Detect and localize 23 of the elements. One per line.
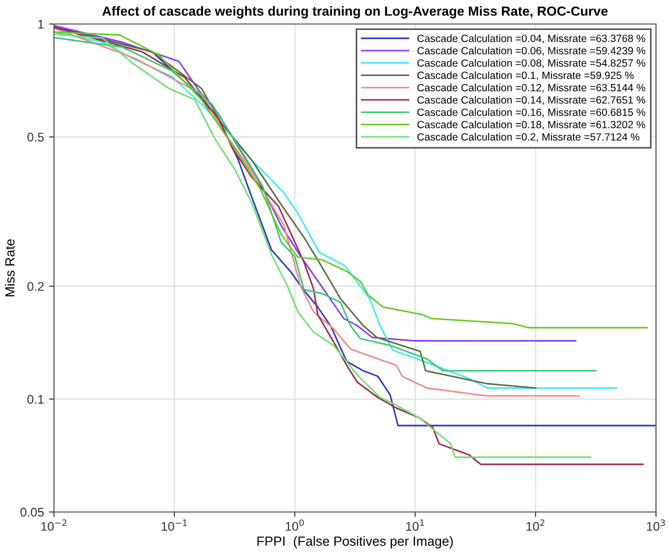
legend-label: Cascade Calculation =0.1, Missrate =59.925 % bbox=[417, 71, 634, 80]
x-tick-label: 10$^{−1}$ bbox=[162, 520, 187, 531]
x-tick-label: 10$^{2}$ bbox=[526, 519, 544, 531]
y-tick-label: 0.2 bbox=[27, 282, 44, 291]
y-tick-label: 0.5 bbox=[27, 132, 44, 142]
x-tick-label: 10$^{−2}$ bbox=[41, 519, 66, 531]
legend-label: Cascade Calculation =0.2, Missrate =57.7124 % bbox=[417, 132, 640, 142]
legend-label: Cascade Calculation =0.18, Missrate =61.3202 % bbox=[417, 120, 646, 130]
y-tick-label: 1 bbox=[38, 20, 44, 29]
y-tick-label: 0.1 bbox=[27, 394, 44, 404]
legend-label: Cascade Calculation =0.08, Missrate =54.8257 % bbox=[417, 59, 646, 68]
y-axis-title: Miss Rate bbox=[4, 239, 15, 296]
chart-title: Affect of cascade weights during training on Log-Average Miss Rate, ROC-Curve bbox=[102, 6, 608, 18]
legend-label: Cascade Calculation =0.06, Missrate =59.4239 % bbox=[417, 46, 646, 56]
y-tick-label: 0.05 bbox=[20, 508, 44, 517]
x-tick-label: 10$^{0}$ bbox=[286, 519, 304, 531]
legend-label: Cascade Calculation =0.12, Missrate =63.5144 % bbox=[417, 84, 646, 93]
x-tick-label: 10$^{1}$ bbox=[406, 520, 424, 531]
legend-label: Cascade Calculation =0.16, Missrate =60.6815 % bbox=[417, 108, 646, 118]
x-axis-title: FPPI (False Positives per Image) bbox=[257, 536, 453, 548]
x-tick-label: 10$^{3}$ bbox=[646, 519, 665, 531]
legend-label: Cascade Calculation =0.04, Missrate =63.3768 % bbox=[417, 34, 646, 44]
legend-label: Cascade Calculation =0.14, Missrate =62.7651 % bbox=[417, 96, 646, 105]
